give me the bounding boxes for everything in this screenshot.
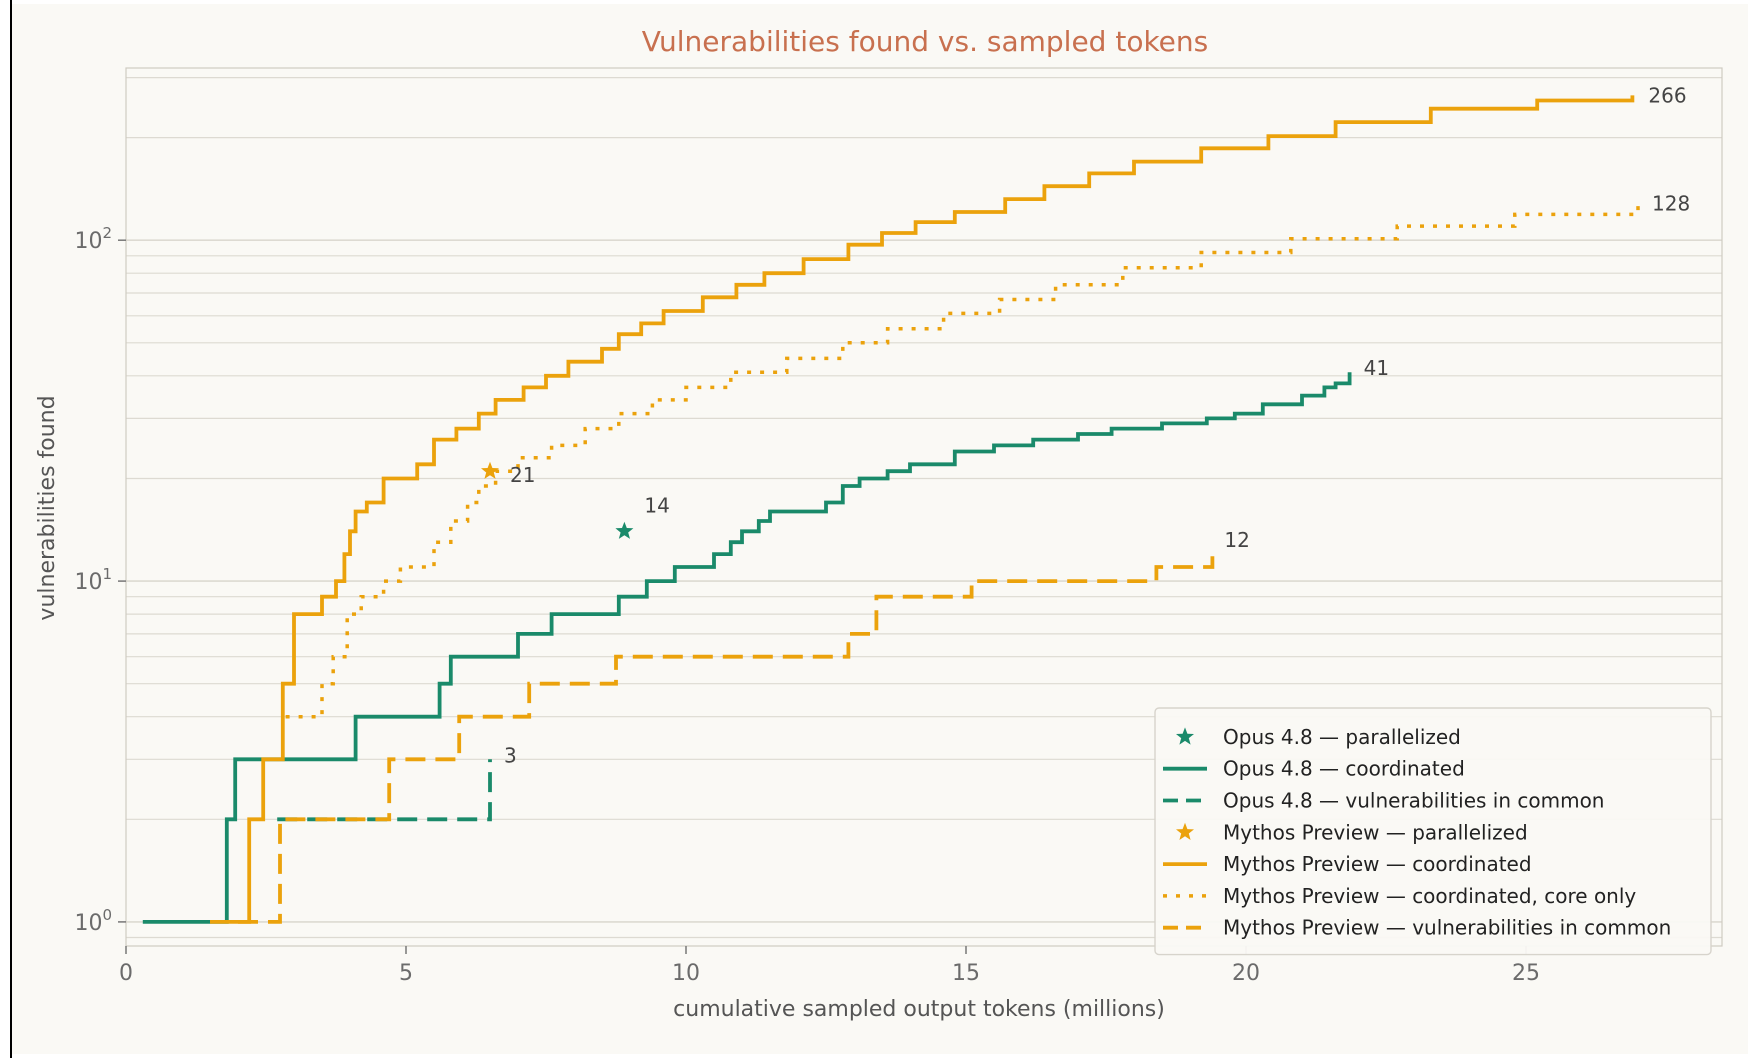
legend-star-icon <box>1176 822 1194 840</box>
series-3-end-label: 21 <box>510 463 535 487</box>
series-0-star-marker <box>615 521 634 539</box>
series-1-line <box>142 372 1352 924</box>
legend-entry-label: Opus 4.8 — vulnerabilities in common <box>1223 789 1604 813</box>
left-border <box>10 0 12 1058</box>
series-5-end-label: 128 <box>1652 192 1690 216</box>
legend-entry-label: Mythos Preview — coordinated, core only <box>1223 884 1636 908</box>
chart-title: Vulnerabilities found vs. sampled tokens <box>642 25 1208 58</box>
legend: Opus 4.8 — parallelized Opus 4.8 — coordi… <box>1154 707 1712 956</box>
x-tick-label: 5 <box>399 961 413 986</box>
series-6-end-label: 12 <box>1224 528 1249 552</box>
series-1-end-label: 41 <box>1364 356 1389 380</box>
series-6-line <box>238 554 1215 924</box>
x-tick-label: 20 <box>1232 961 1260 986</box>
series-layer <box>142 95 1640 924</box>
series-2-end-label: 3 <box>504 743 517 767</box>
legend-star-icon <box>1176 727 1194 745</box>
series-5-line <box>285 203 1640 719</box>
series-3-star-marker <box>481 461 499 479</box>
x-tick-label: 25 <box>1512 961 1540 986</box>
legend-box <box>1154 707 1712 956</box>
series-4-line <box>210 95 1635 924</box>
series-0-end-label: 14 <box>644 493 669 517</box>
axes: 0 5 10 15 20 25 100 101 102 <box>74 67 1723 986</box>
end-labels: 14 41 3 21 266 128 12 <box>504 83 1690 767</box>
y-tick-label: 102 <box>74 224 112 254</box>
y-axis-label: vulnerabilities found <box>35 395 60 620</box>
legend-entry-label: Opus 4.8 — coordinated <box>1223 757 1465 781</box>
legend-entry-label: Opus 4.8 — parallelized <box>1223 725 1461 749</box>
x-tick-label: 0 <box>119 961 133 986</box>
plot-border <box>125 67 1723 947</box>
x-tick-label: 10 <box>672 961 700 986</box>
y-tick-label: 101 <box>74 565 112 595</box>
legend-entry-label: Mythos Preview — coordinated <box>1223 852 1532 876</box>
x-axis-label: cumulative sampled output tokens (millio… <box>673 997 1165 1022</box>
series-4-end-label: 266 <box>1648 83 1686 107</box>
legend-entry-label: Mythos Preview — parallelized <box>1223 820 1528 844</box>
legend-entry-label: Mythos Preview — vulnerabilities in comm… <box>1223 916 1671 940</box>
series-2-line <box>277 759 492 822</box>
y-tick-label: 100 <box>74 906 112 936</box>
x-tick-label: 15 <box>952 961 980 986</box>
